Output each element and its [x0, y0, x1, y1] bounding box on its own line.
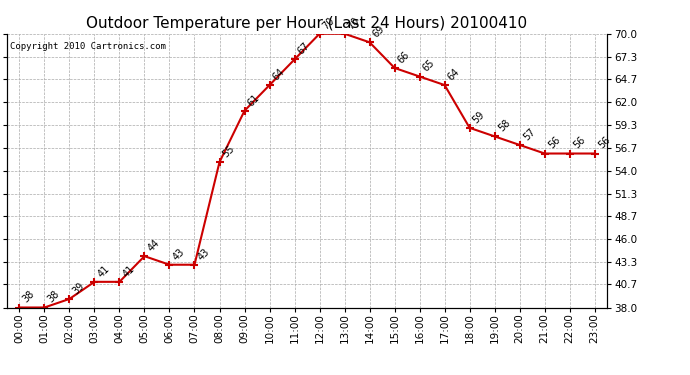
Text: 69: 69	[371, 24, 386, 39]
Text: 55: 55	[221, 143, 237, 159]
Text: 56: 56	[571, 135, 587, 151]
Title: Outdoor Temperature per Hour (Last 24 Hours) 20100410: Outdoor Temperature per Hour (Last 24 Ho…	[86, 16, 528, 31]
Text: 38: 38	[21, 289, 37, 305]
Text: 56: 56	[546, 135, 562, 151]
Text: 64: 64	[446, 67, 462, 82]
Text: 70: 70	[321, 15, 337, 31]
Text: 67: 67	[296, 41, 312, 57]
Text: 65: 65	[421, 58, 437, 74]
Text: 44: 44	[146, 238, 161, 254]
Text: 66: 66	[396, 50, 412, 65]
Text: 70: 70	[346, 15, 362, 31]
Text: 38: 38	[46, 289, 61, 305]
Text: Copyright 2010 Cartronics.com: Copyright 2010 Cartronics.com	[10, 42, 166, 51]
Text: 56: 56	[596, 135, 612, 151]
Text: 57: 57	[521, 126, 537, 142]
Text: 59: 59	[471, 109, 487, 125]
Text: 41: 41	[121, 263, 137, 279]
Text: 58: 58	[496, 118, 512, 134]
Text: 39: 39	[71, 280, 86, 296]
Text: 43: 43	[196, 246, 212, 262]
Text: 43: 43	[171, 246, 186, 262]
Text: 64: 64	[271, 67, 286, 82]
Text: 61: 61	[246, 92, 262, 108]
Text: 41: 41	[96, 263, 112, 279]
